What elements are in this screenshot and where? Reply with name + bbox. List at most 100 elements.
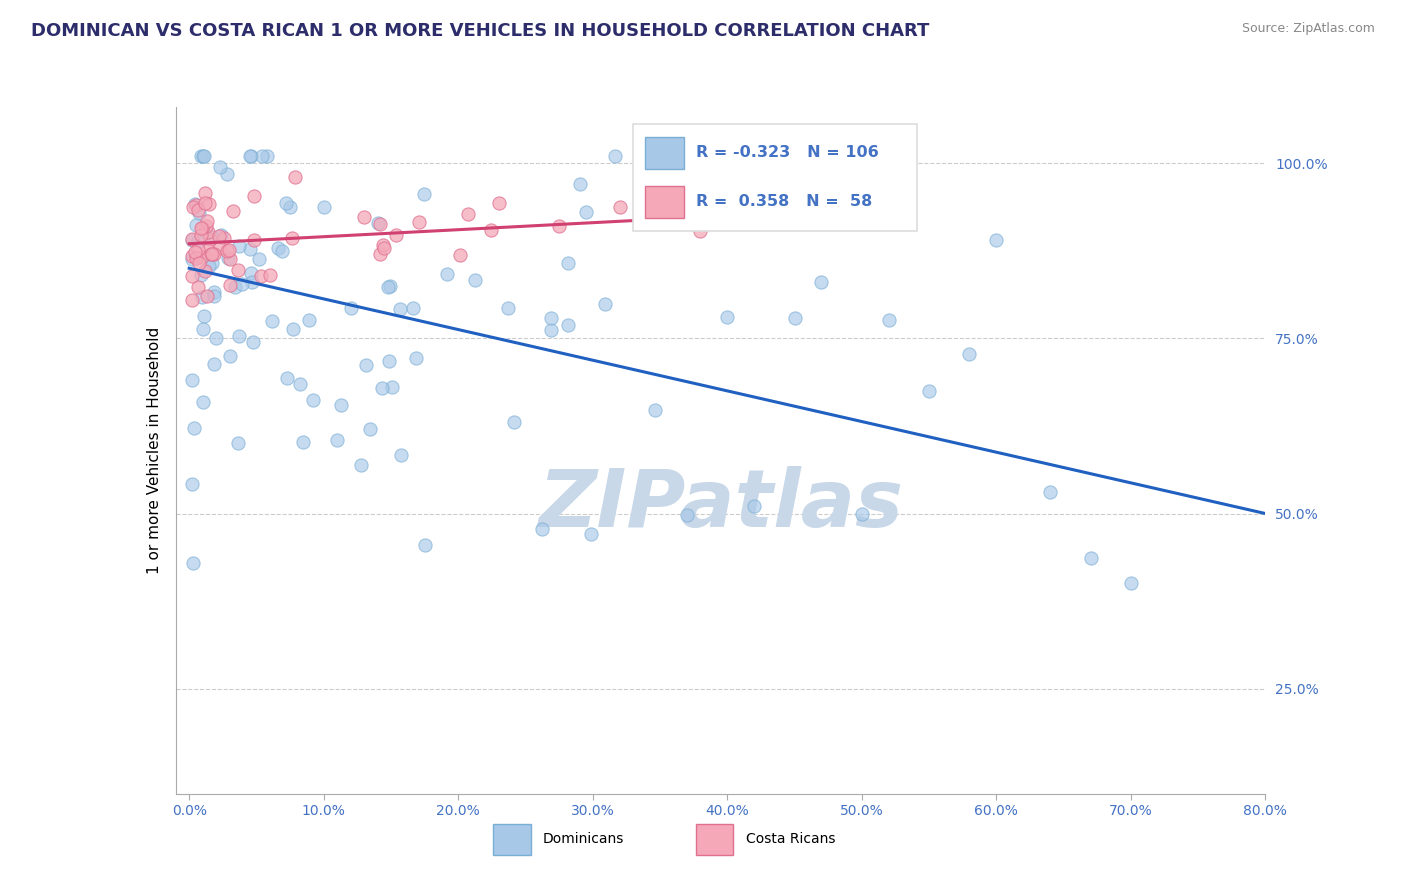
Point [281, 231, 304, 245]
Text: Costa Ricans: Costa Ricans [745, 831, 835, 846]
Point [191, 322, 214, 336]
Point [449, 247, 471, 261]
Point [219, 278, 242, 293]
Point [381, 380, 404, 394]
Point [180, 477, 202, 491]
Point [278, 200, 301, 214]
Point [579, 526, 602, 541]
Text: R =  0.358   N =  58: R = 0.358 N = 58 [696, 194, 872, 209]
Point [202, 247, 225, 261]
Point [239, 149, 262, 163]
Point [371, 237, 394, 252]
Point [181, 200, 204, 214]
Point [184, 197, 207, 211]
Point [457, 207, 479, 221]
Point [188, 206, 211, 220]
Point [180, 293, 202, 308]
Point [276, 195, 298, 210]
Point [547, 219, 569, 233]
Point [187, 243, 209, 257]
Point [180, 252, 202, 266]
Point [201, 247, 224, 261]
Point [810, 276, 832, 290]
Point [247, 252, 270, 266]
Point [479, 223, 502, 237]
Point [540, 310, 562, 325]
Point [217, 167, 239, 181]
Point [181, 233, 204, 247]
Y-axis label: 1 or more Vehicles in Household: 1 or more Vehicles in Household [146, 326, 162, 574]
Point [209, 227, 232, 242]
Point [187, 280, 209, 294]
Point [569, 177, 592, 191]
Point [298, 313, 321, 327]
Point [194, 264, 217, 278]
Point [1039, 485, 1062, 500]
Point [191, 149, 214, 163]
Point [180, 269, 202, 284]
Point [676, 508, 699, 523]
Point [197, 243, 219, 257]
Point [593, 297, 616, 311]
Point [644, 403, 666, 417]
Point [198, 232, 221, 246]
Point [389, 301, 412, 316]
Point [689, 224, 711, 238]
Point [242, 233, 264, 247]
Point [212, 231, 235, 245]
Point [959, 347, 981, 361]
Point [198, 196, 221, 211]
Text: R = -0.323   N = 106: R = -0.323 N = 106 [696, 145, 879, 160]
Point [609, 200, 631, 214]
Text: Dominicans: Dominicans [543, 831, 624, 846]
Text: DOMINICAN VS COSTA RICAN 1 OR MORE VEHICLES IN HOUSEHOLD CORRELATION CHART: DOMINICAN VS COSTA RICAN 1 OR MORE VEHIC… [31, 22, 929, 40]
Point [195, 289, 218, 303]
FancyBboxPatch shape [633, 124, 917, 231]
Point [877, 312, 900, 326]
Point [302, 392, 325, 407]
Point [219, 252, 242, 267]
Point [194, 186, 217, 200]
Text: Source: ZipAtlas.com: Source: ZipAtlas.com [1241, 22, 1375, 36]
Point [180, 232, 202, 246]
Point [208, 229, 231, 244]
Point [252, 149, 274, 163]
Point [198, 259, 221, 273]
Point [243, 188, 266, 202]
Bar [645, 186, 685, 218]
Point [405, 351, 427, 366]
Point [190, 149, 212, 163]
Point [239, 242, 262, 256]
Point [184, 245, 207, 260]
Point [190, 220, 212, 235]
Point [191, 250, 214, 264]
Point [502, 415, 524, 429]
Point [284, 170, 307, 185]
Point [281, 321, 304, 335]
Point [183, 421, 205, 435]
Point [194, 225, 217, 239]
Point [215, 244, 238, 258]
Point [292, 435, 315, 450]
Point [256, 149, 278, 163]
Point [218, 244, 240, 258]
Point [368, 247, 391, 261]
Point [716, 310, 738, 325]
Point [181, 556, 204, 570]
Point [208, 241, 231, 255]
Point [228, 329, 250, 343]
Point [371, 381, 394, 395]
Bar [696, 824, 734, 855]
Point [367, 215, 389, 229]
Point [193, 149, 215, 163]
Point [202, 288, 225, 302]
Point [373, 241, 395, 255]
Point [918, 384, 941, 398]
Point [540, 323, 562, 337]
Point [180, 249, 202, 263]
Point [378, 279, 401, 293]
Point [201, 255, 224, 269]
Point [195, 219, 218, 233]
Point [194, 196, 217, 211]
Point [530, 522, 553, 536]
